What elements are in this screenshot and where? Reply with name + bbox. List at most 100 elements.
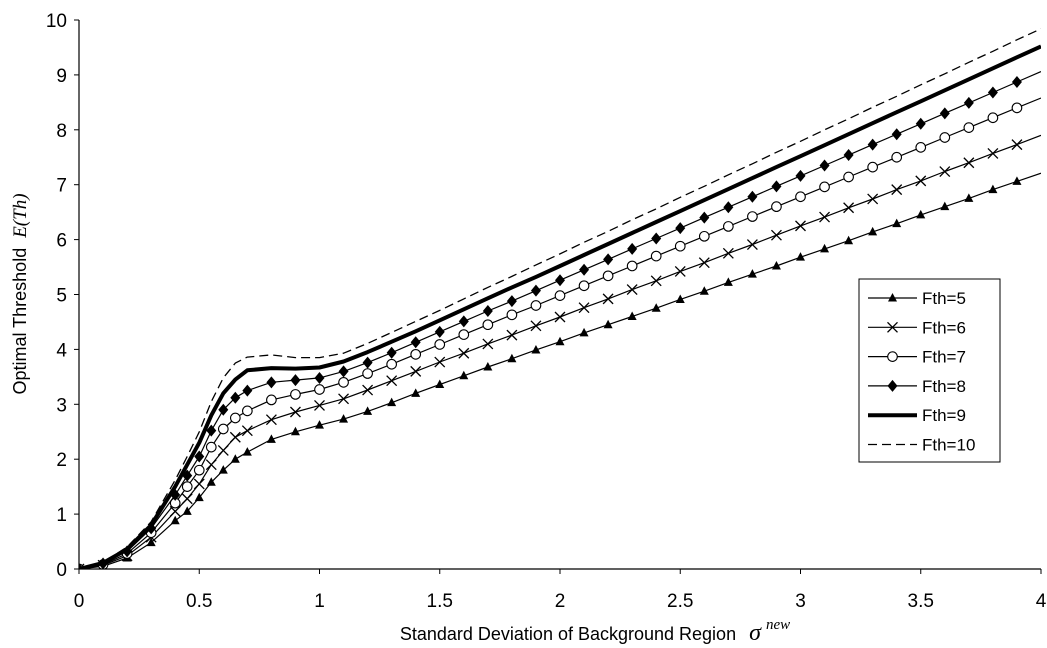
- data-point: [891, 151, 903, 163]
- data-point: [747, 211, 758, 222]
- data-point: [795, 169, 806, 182]
- data-point: [362, 384, 374, 396]
- data-point: [650, 275, 662, 287]
- data-point: [747, 190, 758, 203]
- data-point: [940, 201, 950, 211]
- data-point: [891, 184, 903, 196]
- legend-label: Fth=5: [922, 289, 966, 308]
- x-axis-title-superscript: new: [766, 617, 790, 633]
- legend-marker: [887, 321, 898, 333]
- data-point: [891, 128, 902, 141]
- data-point: [916, 209, 926, 219]
- data-point: [386, 375, 398, 387]
- legend-label: Fth=9: [922, 406, 966, 425]
- data-point: [483, 361, 493, 371]
- legend-entry-fth-6: Fth=6: [868, 318, 966, 337]
- data-point: [795, 220, 806, 232]
- data-point: [217, 444, 229, 456]
- data-point: [627, 311, 637, 320]
- data-point: [206, 477, 216, 486]
- data-point: [699, 286, 709, 295]
- data-point: [241, 425, 253, 437]
- data-point: [675, 294, 685, 303]
- x-tick-label: 3: [795, 591, 806, 612]
- data-point: [458, 329, 470, 340]
- data-point: [410, 365, 422, 377]
- data-point: [266, 434, 276, 443]
- data-point: [507, 353, 517, 363]
- data-point: [314, 399, 325, 411]
- data-point: [194, 450, 205, 463]
- data-point: [194, 492, 204, 502]
- data-point: [602, 270, 614, 282]
- data-point: [506, 329, 518, 341]
- y-axis-title: Optimal Threshold E(Th): [10, 193, 31, 394]
- y-tick-label: 5: [56, 286, 67, 307]
- data-point: [290, 389, 301, 400]
- data-point: [1011, 102, 1023, 114]
- data-point: [987, 86, 998, 99]
- x-axis-title-symbol: σ: [749, 620, 762, 646]
- y-tick-label: 10: [46, 11, 67, 32]
- y-tick-label: 1: [56, 505, 67, 526]
- legend-entry-fth-10: Fth=10: [868, 436, 975, 455]
- legend-box: [858, 278, 1001, 463]
- data-point: [723, 277, 733, 286]
- data-point: [338, 376, 349, 388]
- data-point: [434, 356, 446, 368]
- data-point: [722, 221, 734, 232]
- data-point: [987, 112, 999, 124]
- data-point: [795, 191, 806, 203]
- data-point: [698, 230, 710, 242]
- y-axis-title-symbol: E(Th): [10, 193, 31, 238]
- data-point: [229, 412, 241, 424]
- data-point: [626, 260, 638, 272]
- data-point: [650, 250, 662, 262]
- series-line-fth-9: [79, 44, 1041, 569]
- data-point: [987, 147, 999, 159]
- data-point: [602, 293, 614, 305]
- x-tick-label: 2: [555, 591, 566, 612]
- legend-entry-fth-8: Fth=8: [868, 377, 966, 396]
- data-point: [387, 397, 397, 407]
- data-point: [963, 122, 975, 133]
- x-tick-label: 0: [74, 591, 85, 612]
- data-point: [435, 379, 445, 389]
- data-point: [554, 311, 566, 323]
- data-point: [242, 384, 253, 397]
- data-point: [843, 149, 854, 162]
- x-tick-label: 3.5: [908, 591, 934, 612]
- data-point: [338, 393, 350, 405]
- series-layer: [79, 28, 1041, 569]
- data-point: [578, 280, 590, 292]
- data-point: [531, 344, 541, 354]
- data-point: [844, 235, 854, 245]
- data-point: [434, 325, 445, 338]
- x-axis-title-text: Standard Deviation of Background Region: [400, 624, 736, 644]
- data-point: [867, 161, 879, 173]
- data-point: [579, 263, 590, 276]
- data-point: [627, 242, 638, 255]
- data-point: [229, 431, 241, 443]
- data-point: [386, 346, 397, 359]
- data-point: [819, 181, 830, 193]
- legend-label: Fth=7: [922, 348, 966, 367]
- data-point: [626, 284, 638, 296]
- data-point: [459, 370, 469, 380]
- data-point: [939, 166, 951, 177]
- legend-entry-fth-9: Fth=9: [868, 406, 966, 425]
- data-point: [770, 229, 782, 241]
- data-point: [230, 454, 240, 463]
- data-point: [386, 358, 398, 370]
- data-point: [939, 132, 951, 143]
- data-point: [193, 478, 205, 490]
- data-point: [410, 336, 421, 349]
- series-fth-8: [79, 71, 1041, 569]
- x-tick-label: 2.5: [667, 591, 693, 612]
- data-point: [915, 117, 926, 130]
- data-point: [868, 226, 878, 236]
- data-point: [218, 403, 229, 416]
- series-fth-10: [79, 28, 1041, 569]
- series-fth-6: [79, 134, 1041, 569]
- data-point: [290, 426, 300, 436]
